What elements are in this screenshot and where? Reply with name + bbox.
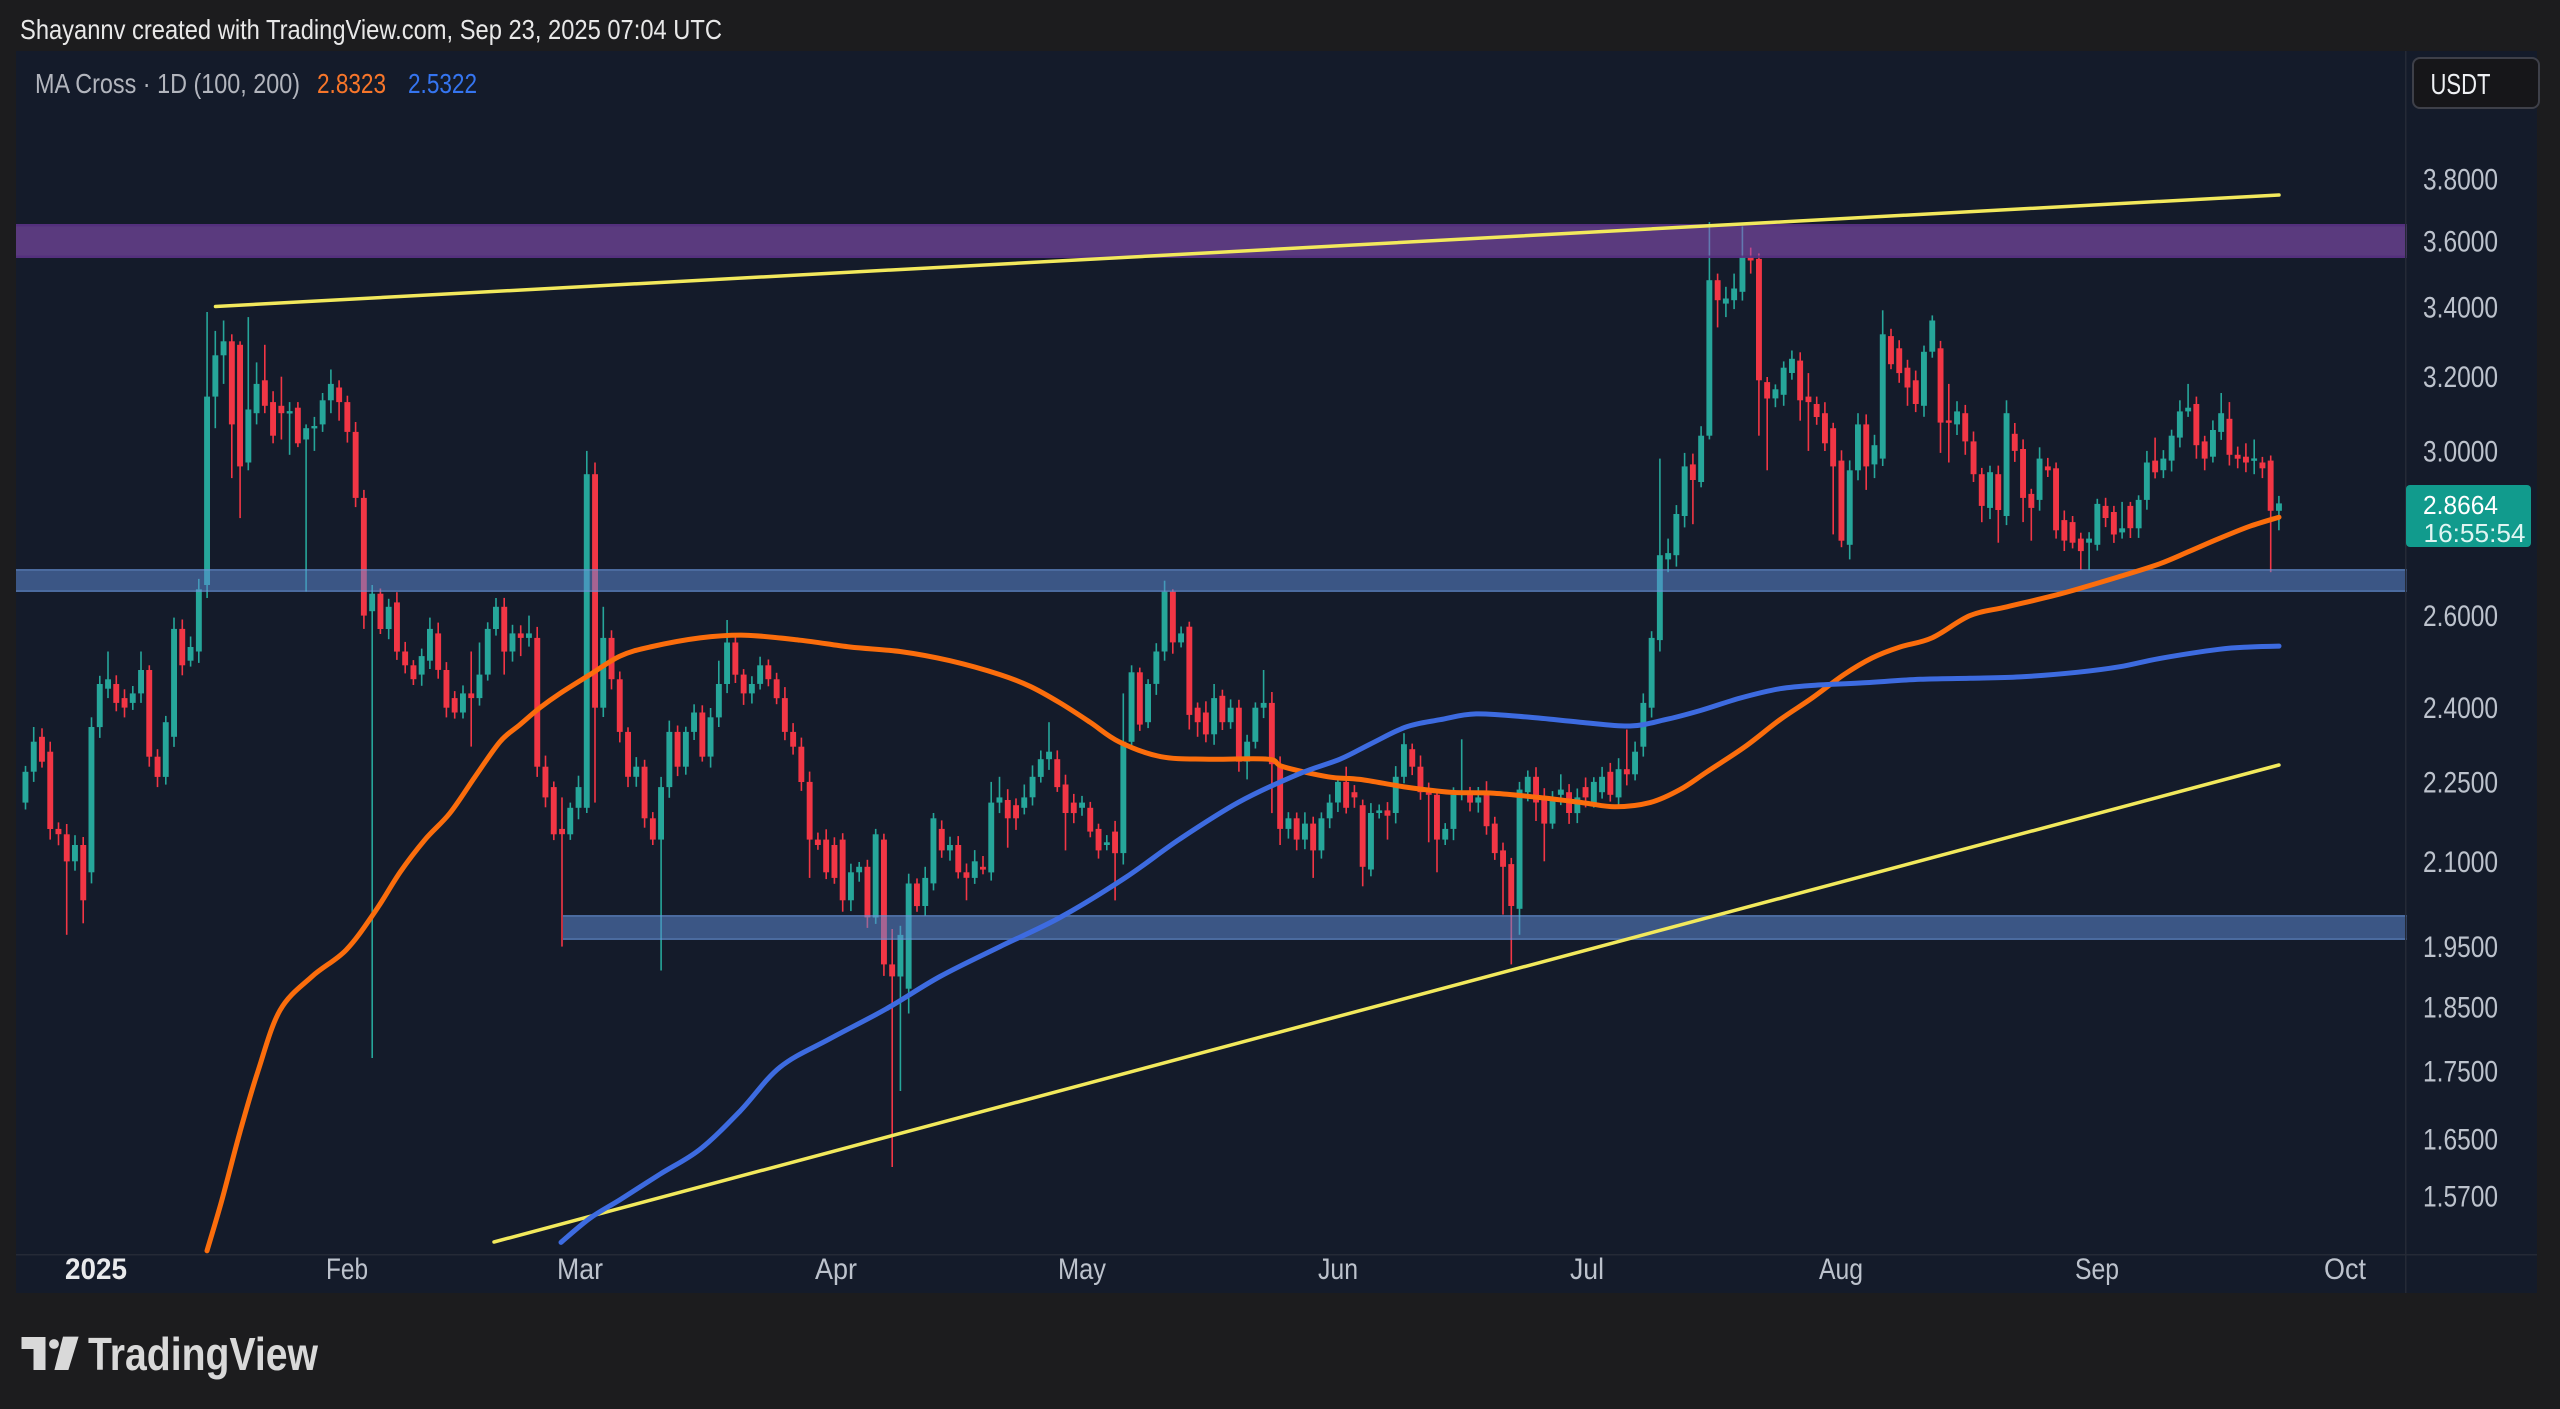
svg-text:3.4000: 3.4000 [2423, 291, 2498, 324]
svg-text:Sep: Sep [2075, 1253, 2119, 1286]
svg-text:Shayannv created with TradingV: Shayannv created with TradingView.com, S… [20, 14, 722, 45]
svg-text:2.2500: 2.2500 [2423, 766, 2498, 799]
svg-text:Feb: Feb [326, 1253, 368, 1286]
svg-text:3.8000: 3.8000 [2423, 163, 2498, 196]
svg-text:3.6000: 3.6000 [2423, 226, 2498, 259]
svg-text:1.9500: 1.9500 [2423, 931, 2498, 964]
svg-text:Oct: Oct [2324, 1253, 2367, 1286]
svg-text:3.0000: 3.0000 [2423, 435, 2498, 468]
svg-text:2.1000: 2.1000 [2423, 846, 2498, 879]
svg-text:TradingView: TradingView [88, 1328, 318, 1380]
svg-text:Apr: Apr [815, 1253, 857, 1286]
svg-text:1.6500: 1.6500 [2423, 1123, 2498, 1156]
svg-text:1.7500: 1.7500 [2423, 1056, 2498, 1089]
svg-text:May: May [1058, 1253, 1106, 1286]
svg-text:2.5322: 2.5322 [408, 68, 477, 99]
svg-text:Jun: Jun [1318, 1253, 1358, 1286]
svg-text:2025: 2025 [65, 1253, 127, 1286]
svg-text:Jul: Jul [1570, 1253, 1604, 1286]
svg-text:2.8664: 2.8664 [2423, 490, 2498, 520]
svg-text:2.6000: 2.6000 [2423, 600, 2498, 633]
svg-text:1.8500: 1.8500 [2423, 992, 2498, 1025]
svg-text:2.8323: 2.8323 [317, 68, 386, 99]
svg-text:16:55:54: 16:55:54 [2424, 518, 2526, 548]
svg-text:Mar: Mar [557, 1253, 603, 1286]
svg-text:USDT: USDT [2431, 69, 2491, 101]
svg-text:3.2000: 3.2000 [2423, 361, 2498, 394]
svg-text:Aug: Aug [1819, 1253, 1863, 1286]
svg-text:MA Cross · 1D (100, 200): MA Cross · 1D (100, 200) [35, 68, 300, 99]
svg-text:1.5700: 1.5700 [2423, 1181, 2498, 1214]
svg-text:2.4000: 2.4000 [2423, 692, 2498, 725]
